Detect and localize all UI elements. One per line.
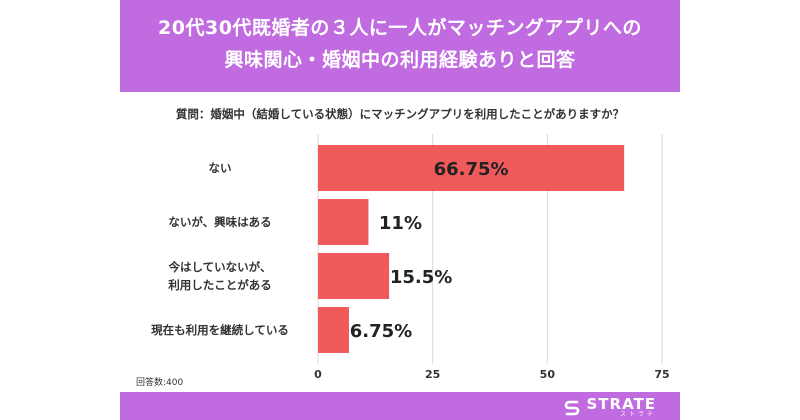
x-tick-label: 50 [540,368,556,381]
value-label: 66.75% [434,159,509,180]
left-margin [0,0,120,420]
brand-subname: ストラテ [619,411,656,418]
respondent-count: 回答数:400 [136,378,184,388]
category-label: ない [209,161,232,175]
value-label: 11% [379,213,422,234]
bar-chart: 0 25 50 75 ない 66.75% ないが、興味はある 11% 今はしていないが、利用した… [151,134,670,381]
footer-bar: STRATE ストラテ [120,392,680,420]
strate-logo-icon [565,400,580,415]
bar [318,253,390,299]
x-tick-label: 25 [425,368,440,381]
infographic-card: 20代30代既婚者の３人に一人がマッチングアプリへの 興味関心・婚姻中の利用経験… [120,0,680,420]
value-label: 15.5% [390,267,452,288]
category-label: 現在も利用を継続している [151,323,289,337]
survey-question: 質問：婚姻中（結婚している状態）にマッチングアプリを利用したことがありますか？ [175,107,625,121]
x-tick-label: 0 [314,368,322,381]
x-tick-label: 75 [654,368,669,381]
title-banner: 20代30代既婚者の３人に一人がマッチングアプリへの 興味関心・婚姻中の利用経験… [120,0,680,92]
brand-name: STRATE [586,395,656,413]
title-line-1: 20代30代既婚者の３人に一人がマッチングアプリへの [158,17,642,39]
category-label: 利用したことがある [167,278,272,292]
category-label: ないが、興味はある [168,215,271,229]
right-margin [680,0,800,420]
value-label: 6.75% [350,321,412,342]
bar [318,199,369,245]
bar [318,145,625,191]
bar [318,307,349,353]
brand-logo: STRATE ストラテ [564,397,656,418]
title-line-2: 興味関心・婚姻中の利用経験ありと回答 [224,49,576,71]
category-label: 今はしていないが、 [168,260,272,274]
